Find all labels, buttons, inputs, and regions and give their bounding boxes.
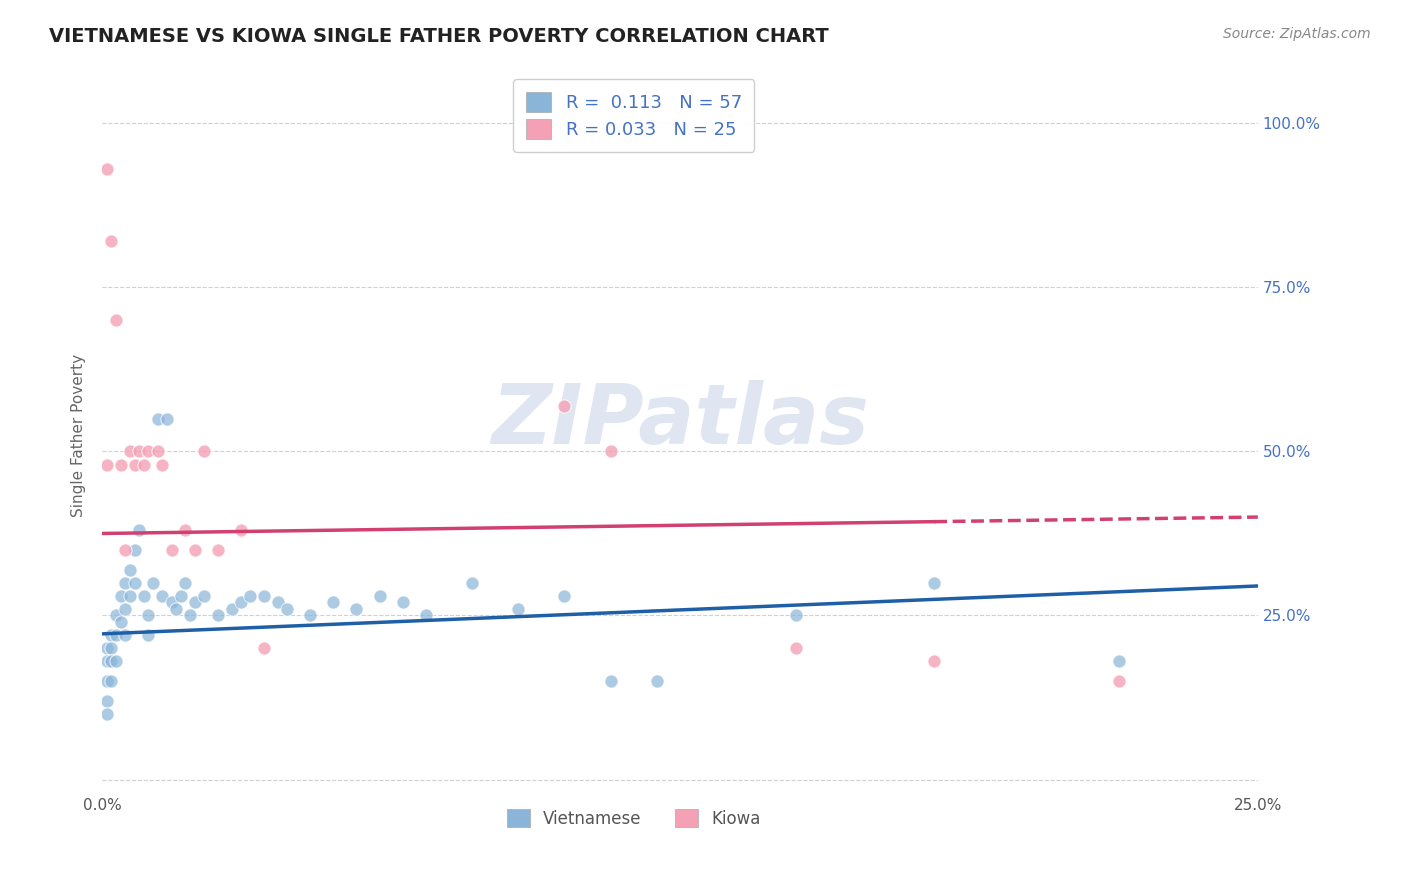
Point xyxy=(124,542,146,557)
Point xyxy=(785,608,807,623)
Point xyxy=(105,628,128,642)
Point xyxy=(110,589,132,603)
Y-axis label: Single Father Poverty: Single Father Poverty xyxy=(72,353,86,516)
Point xyxy=(114,575,136,590)
Point xyxy=(346,602,368,616)
Point xyxy=(114,602,136,616)
Point xyxy=(299,608,322,623)
Point xyxy=(276,602,298,616)
Point xyxy=(221,602,243,616)
Point xyxy=(922,655,945,669)
Point xyxy=(96,694,118,708)
Point xyxy=(96,641,118,656)
Point xyxy=(128,523,150,537)
Point xyxy=(267,595,290,609)
Point xyxy=(105,655,128,669)
Point xyxy=(1108,655,1130,669)
Point xyxy=(128,444,150,458)
Point xyxy=(160,595,183,609)
Point xyxy=(553,399,575,413)
Point xyxy=(105,313,128,327)
Point xyxy=(146,444,169,458)
Point xyxy=(599,444,621,458)
Point xyxy=(118,563,141,577)
Point xyxy=(239,589,262,603)
Point xyxy=(415,608,437,623)
Point xyxy=(142,575,165,590)
Point xyxy=(368,589,391,603)
Point xyxy=(253,641,276,656)
Point xyxy=(207,542,229,557)
Point xyxy=(100,655,122,669)
Point xyxy=(96,162,118,177)
Point xyxy=(165,602,187,616)
Point xyxy=(100,235,122,249)
Point xyxy=(100,674,122,689)
Point xyxy=(110,615,132,629)
Point xyxy=(207,608,229,623)
Point xyxy=(253,589,276,603)
Point xyxy=(138,628,160,642)
Point xyxy=(179,608,201,623)
Point xyxy=(170,589,193,603)
Point xyxy=(150,458,173,472)
Point xyxy=(160,542,183,557)
Point xyxy=(132,458,155,472)
Point xyxy=(118,444,141,458)
Point xyxy=(193,589,215,603)
Point xyxy=(100,628,122,642)
Point xyxy=(150,589,173,603)
Point xyxy=(183,542,205,557)
Point xyxy=(146,411,169,425)
Point xyxy=(114,628,136,642)
Point xyxy=(785,641,807,656)
Text: ZIPatlas: ZIPatlas xyxy=(491,380,869,461)
Text: Source: ZipAtlas.com: Source: ZipAtlas.com xyxy=(1223,27,1371,41)
Point xyxy=(96,706,118,721)
Point xyxy=(183,595,205,609)
Point xyxy=(105,608,128,623)
Point xyxy=(110,458,132,472)
Point xyxy=(114,542,136,557)
Point xyxy=(124,575,146,590)
Point xyxy=(1108,674,1130,689)
Legend: Vietnamese, Kiowa: Vietnamese, Kiowa xyxy=(501,803,768,834)
Point xyxy=(922,575,945,590)
Point xyxy=(553,589,575,603)
Point xyxy=(508,602,530,616)
Point xyxy=(229,523,252,537)
Point xyxy=(132,589,155,603)
Point xyxy=(193,444,215,458)
Point xyxy=(96,458,118,472)
Point xyxy=(174,523,197,537)
Text: VIETNAMESE VS KIOWA SINGLE FATHER POVERTY CORRELATION CHART: VIETNAMESE VS KIOWA SINGLE FATHER POVERT… xyxy=(49,27,830,45)
Point xyxy=(96,655,118,669)
Point xyxy=(138,608,160,623)
Point xyxy=(156,411,179,425)
Point xyxy=(391,595,413,609)
Point xyxy=(174,575,197,590)
Point xyxy=(100,641,122,656)
Point xyxy=(124,458,146,472)
Point xyxy=(461,575,484,590)
Point xyxy=(645,674,668,689)
Point xyxy=(96,674,118,689)
Point xyxy=(229,595,252,609)
Point xyxy=(322,595,344,609)
Point xyxy=(118,589,141,603)
Point xyxy=(599,674,621,689)
Point xyxy=(138,444,160,458)
